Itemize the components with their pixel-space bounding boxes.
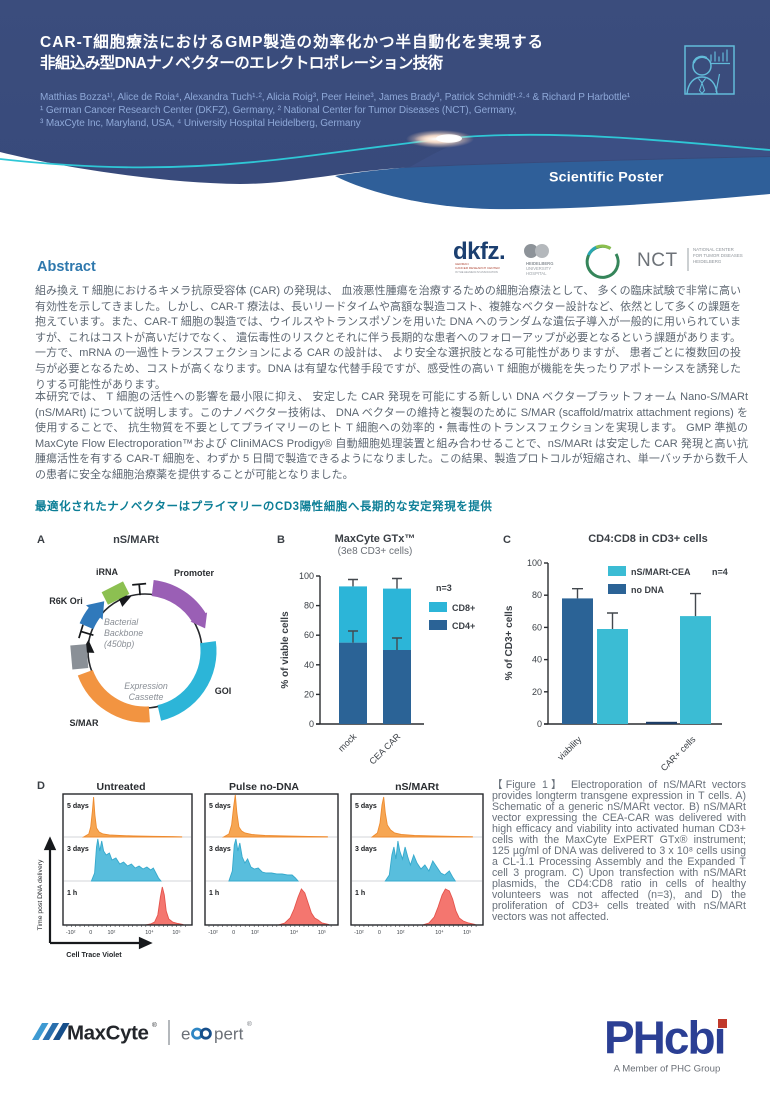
svg-text:Promoter: Promoter [174,568,215,578]
svg-text:0: 0 [378,930,381,936]
svg-text:0: 0 [232,930,235,936]
svg-text:HOSPITAL: HOSPITAL [526,271,547,276]
svg-text:40: 40 [532,655,542,665]
svg-text:10⁴: 10⁴ [145,930,154,936]
svg-text:100: 100 [299,571,314,581]
svg-text:1 h: 1 h [67,890,77,897]
svg-text:3 days: 3 days [209,846,231,853]
svg-text:HEIDELBERG: HEIDELBERG [693,259,722,264]
svg-text:Time post DNA delivery: Time post DNA delivery [37,859,44,930]
svg-text:CD4+: CD4+ [452,621,475,631]
svg-text:% of viable cells: % of viable cells [280,611,291,689]
svg-text:10²: 10² [108,930,116,936]
svg-text:no DNA: no DNA [631,585,664,595]
svg-text:Untreated: Untreated [96,781,145,793]
svg-text:®: ® [247,1020,252,1028]
svg-text:mock: mock [336,731,359,754]
svg-text:CANCER RESEARCH CENTER: CANCER RESEARCH CENTER [455,266,500,270]
svg-text:NATIONAL CENTER: NATIONAL CENTER [693,247,734,252]
svg-text:(3e8 CD3+ cells): (3e8 CD3+ cells) [338,546,413,557]
svg-text:iRNA: iRNA [96,567,118,577]
svg-text:S/MAR: S/MAR [70,718,100,728]
svg-text:dkfz.: dkfz. [453,238,505,265]
svg-text:CAR-T細胞療法におけるGMP製造の効率化かつ半自動化を実: CAR-T細胞療法におけるGMP製造の効率化かつ半自動化を実現する [40,32,544,51]
svg-text:GOI: GOI [215,686,232,696]
svg-text:40: 40 [304,660,314,670]
svg-text:CD4:CD8 in CD3+ cells: CD4:CD8 in CD3+ cells [588,533,708,545]
svg-text:Cell Trace Violet: Cell Trace Violet [66,950,122,959]
svg-text:80: 80 [532,590,542,600]
svg-text:0: 0 [89,930,92,936]
svg-text:UNIVERSITY: UNIVERSITY [526,266,551,271]
svg-text:% of CD3+ cells: % of CD3+ cells [504,605,515,680]
svg-text:nS/MARt: nS/MARt [395,781,439,793]
svg-text:n=3: n=3 [436,583,452,593]
svg-text:10⁴: 10⁴ [290,930,299,936]
svg-text:10⁵: 10⁵ [463,930,471,936]
svg-text:R6K Ori: R6K Ori [49,596,83,606]
svg-text:C: C [503,534,511,546]
svg-text:A Member of PHC Group: A Member of PHC Group [614,1064,721,1075]
svg-text:e: e [181,1025,190,1044]
svg-text:-10²: -10² [66,930,76,936]
svg-text:HEIDELBERG: HEIDELBERG [526,261,553,266]
svg-text:IN THE HELMHOLTZ ASSOCIATION: IN THE HELMHOLTZ ASSOCIATION [455,270,498,274]
svg-text:10⁴: 10⁴ [435,930,444,936]
svg-text:0: 0 [537,719,542,729]
svg-text:MaxCyte GTx™: MaxCyte GTx™ [335,533,416,545]
svg-text:CD8+: CD8+ [452,603,475,613]
svg-text:-10²: -10² [354,930,364,936]
svg-text:Matthias Bozza¹⁾, Alice de Roi: Matthias Bozza¹⁾, Alice de Roia⁴, Alexan… [40,92,631,103]
svg-text:-10²: -10² [208,930,218,936]
svg-text:PHcbı: PHcbı [604,1015,724,1064]
svg-text:1 h: 1 h [355,890,365,897]
svg-text:Scientific Poster: Scientific Poster [549,170,664,186]
svg-text:B: B [277,534,285,546]
svg-text:¹ German Cancer Research Cente: ¹ German Cancer Research Center (DKFZ), … [40,105,516,116]
svg-text:3 days: 3 days [355,846,377,853]
svg-text:nS/MARt: nS/MARt [113,534,159,546]
svg-text:10²: 10² [397,930,405,936]
svg-text:n=4: n=4 [712,567,728,577]
svg-text:20: 20 [304,689,314,699]
svg-text:20: 20 [532,687,542,697]
svg-text:pert: pert [214,1025,244,1044]
svg-text:3 days: 3 days [67,846,89,853]
svg-text:Cassette: Cassette [129,692,164,702]
svg-text:非組込み型DNAナノベクターのエレクトロポレーション技術: 非組込み型DNAナノベクターのエレクトロポレーション技術 [40,53,444,72]
svg-text:³ MaxCyte Inc, Maryland, USA,: ³ MaxCyte Inc, Maryland, USA, ⁴ Universi… [40,118,361,129]
svg-text:5 days: 5 days [209,803,231,810]
svg-text:nS/MARt-CEA: nS/MARt-CEA [631,567,691,577]
svg-text:80: 80 [304,601,314,611]
svg-text:NCT: NCT [637,250,678,271]
svg-text:5 days: 5 days [67,803,89,810]
svg-text:60: 60 [304,630,314,640]
svg-text:0: 0 [309,719,314,729]
svg-text:5 days: 5 days [355,803,377,810]
svg-text:D: D [37,780,45,792]
svg-text:Expression: Expression [124,681,168,691]
svg-text:1 h: 1 h [209,890,219,897]
svg-text:60: 60 [532,622,542,632]
svg-text:®: ® [152,1021,157,1029]
svg-text:Bacterial: Bacterial [104,617,139,627]
svg-text:10⁵: 10⁵ [172,930,180,936]
svg-text:CEA CAR: CEA CAR [367,731,402,766]
svg-text:FOR TUMOR DISEASES: FOR TUMOR DISEASES [693,253,743,258]
svg-text:GERMAN: GERMAN [455,262,469,266]
svg-text:100: 100 [527,558,542,568]
svg-text:10²: 10² [251,930,259,936]
svg-text:10⁵: 10⁵ [318,930,326,936]
svg-text:(450bp): (450bp) [104,639,134,649]
svg-text:viability: viability [555,734,583,762]
svg-text:A: A [37,534,45,546]
svg-text:CAR+ cells: CAR+ cells [659,734,698,773]
svg-text:Pulse no-DNA: Pulse no-DNA [229,781,299,793]
svg-text:MaxCyte: MaxCyte [67,1022,149,1045]
svg-text:Backbone: Backbone [104,628,143,638]
